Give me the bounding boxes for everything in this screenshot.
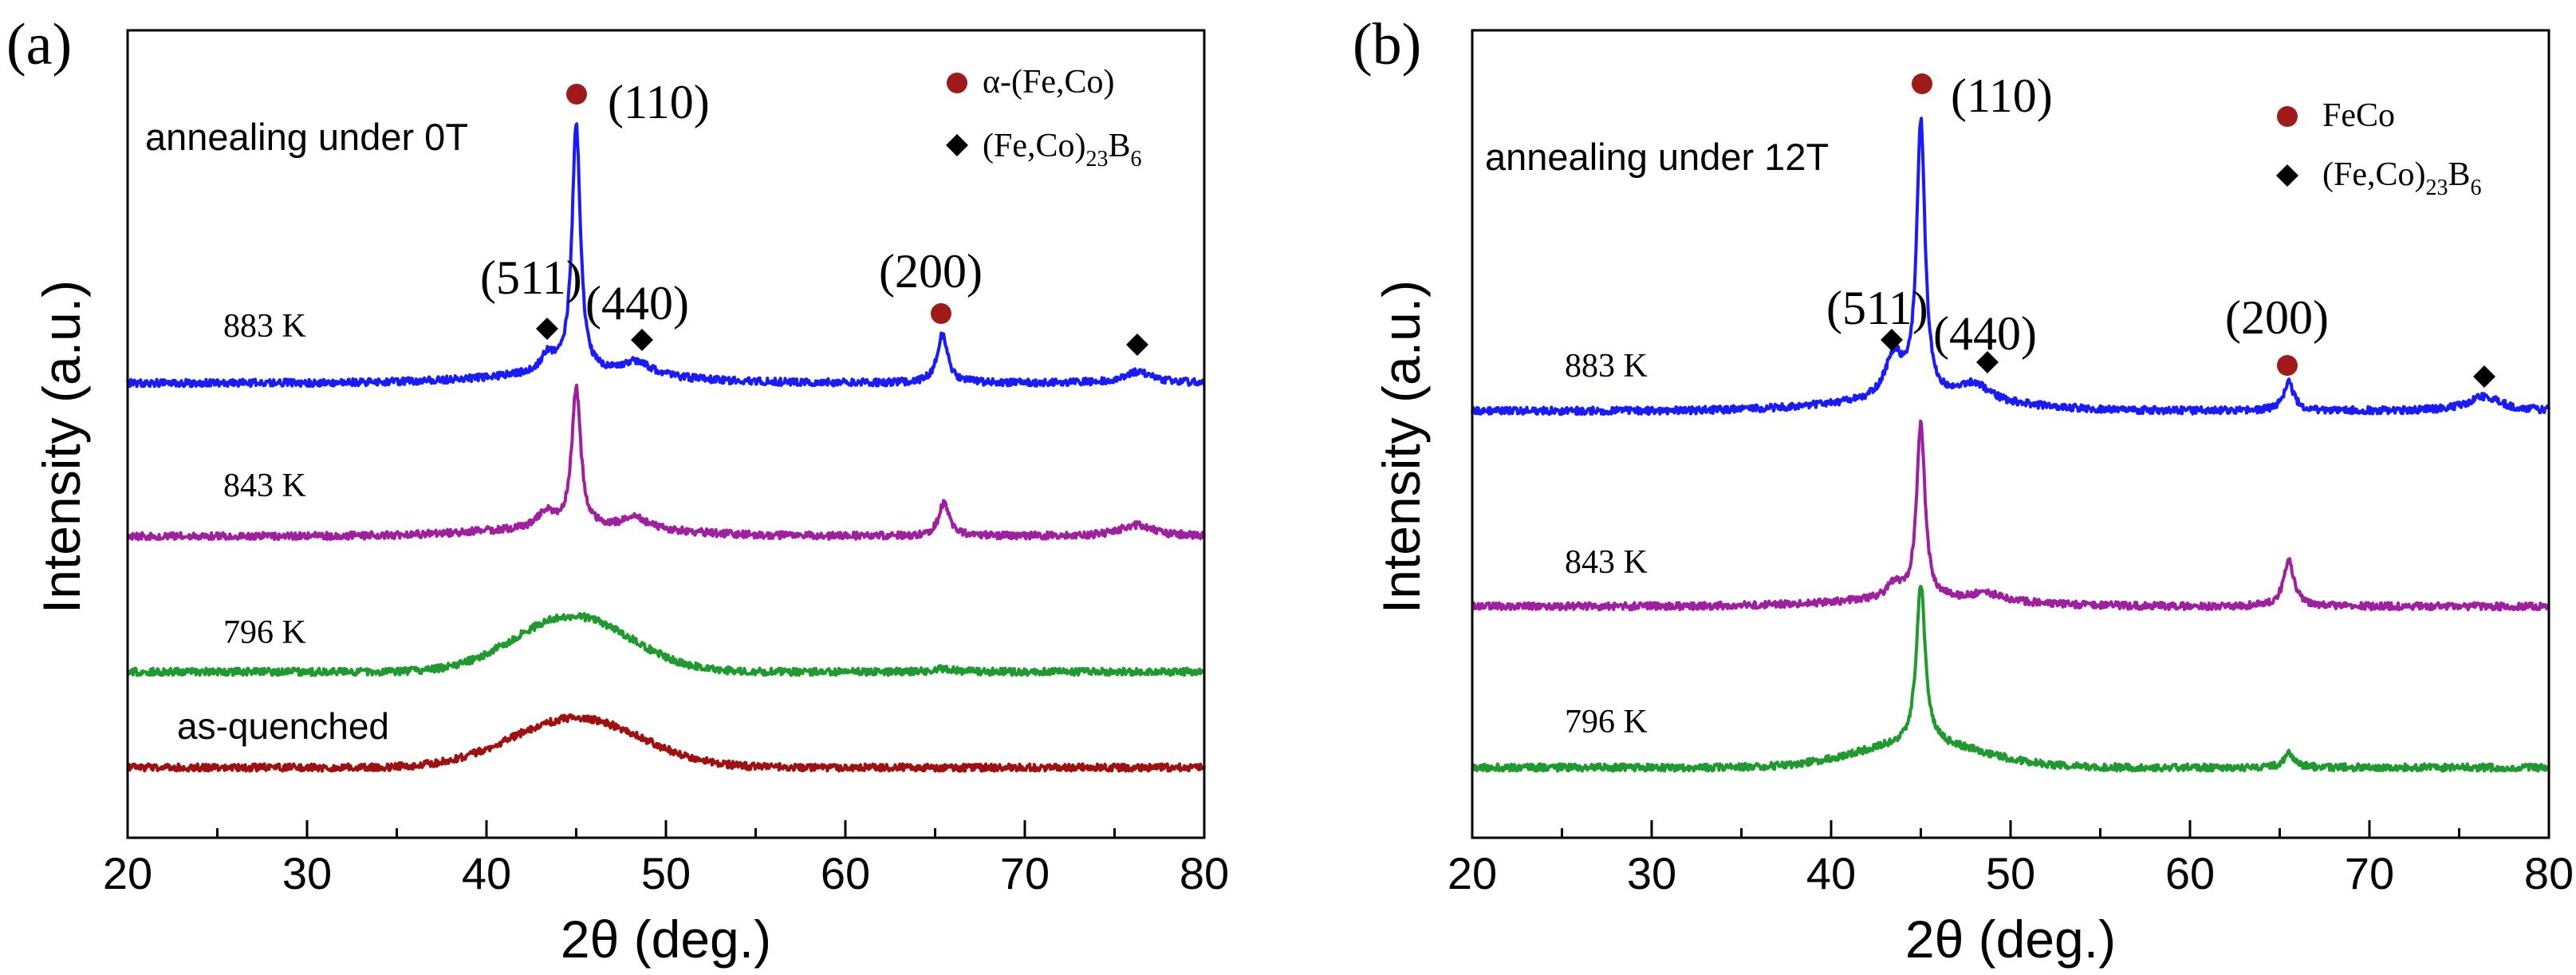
- panel-b-curve-label-883: 883 K: [1565, 348, 1648, 385]
- panel-a-legend-circle: [947, 73, 967, 93]
- panel-a-curve-label-843: 843 K: [223, 468, 306, 504]
- panel-b-xtick-label-40: 40: [1806, 848, 1856, 898]
- panel-a-marker-110: [566, 84, 587, 105]
- panel-a-letter: (a): [6, 12, 72, 77]
- panel-a-series-796-k: [126, 612, 1206, 677]
- panel-b-xlabel: 2θ (deg.): [1905, 910, 2116, 969]
- panel-b-marker-511: [1881, 329, 1903, 351]
- panel-a-peak-label-440: (440): [585, 277, 689, 330]
- panel-b-xtick-label-50: 50: [1986, 848, 2035, 898]
- panel-a-marker-200: [931, 303, 951, 324]
- panel-b-marker-fecob-76: [2473, 365, 2495, 388]
- panel-b-letter: (b): [1353, 12, 1421, 77]
- panel-a-legend-label-1: α-(Fe,Co): [983, 64, 1114, 101]
- panel-a-curve-label-883: 883 K: [223, 308, 306, 345]
- panel-b-peak-label-440: (440): [1933, 307, 2037, 360]
- panel-b-series-group: [1471, 116, 2550, 773]
- panel-a-ticks: 20 30 40 50 60 70 80: [103, 820, 1229, 898]
- panel-a-xtick-label-50: 50: [641, 848, 691, 898]
- panel-b-xtick-label-60: 60: [2165, 848, 2215, 898]
- panel-b-series-883-k: [1471, 116, 2550, 416]
- panel-a-series-as-quenched: [126, 713, 1206, 773]
- panel-b-peak-label-110: (110): [1951, 69, 2053, 122]
- panel-a-plot-frame: [126, 29, 1206, 839]
- panel-b-marker-440: [1976, 351, 1999, 373]
- panel-a-legend-label-2: (Fe,Co)23B6: [983, 128, 1142, 172]
- panel-b-legend-circle: [2277, 106, 2298, 127]
- panel-a-peak-label-200: (200): [879, 245, 983, 298]
- panel-b-plot-frame: [1471, 29, 2550, 839]
- panel-b-xtick-label-30: 30: [1627, 848, 1676, 898]
- panel-b: (b) Intensity (a.u.) 20 30 40 50 60 70 80 anne…: [1353, 12, 2574, 969]
- panel-b-legend-b: B: [2448, 156, 2471, 193]
- panel-a-series-843-k: [126, 383, 1206, 542]
- panel-a-legend-sub-6: 6: [1131, 147, 1142, 172]
- panel-a-peak-label-511: (511): [480, 251, 582, 304]
- panel-b-xtick-label-80: 80: [2524, 848, 2574, 898]
- panel-a: (a) Intensity (a.u.) 20 30 40 50 60 70 80 anne…: [6, 12, 1229, 969]
- panel-b-marker-110: [1912, 73, 1932, 94]
- panel-a-annotation: annealing under 0T: [145, 116, 468, 158]
- panel-b-legend-sub-23: 23: [2426, 176, 2448, 200]
- panel-a-xtick-label-20: 20: [103, 848, 152, 898]
- panel-a-series-group: [126, 122, 1206, 773]
- panel-b-legend-sub-6: 6: [2471, 176, 2482, 200]
- panel-a-xtick-label-30: 30: [282, 848, 332, 898]
- panel-b-legend-label-2: (Fe,Co)23B6: [2322, 156, 2482, 200]
- panel-b-curve-label-843: 843 K: [1565, 544, 1648, 581]
- panel-a-xlabel: 2θ (deg.): [561, 910, 771, 969]
- panel-a-marker-fecob-76: [1126, 334, 1148, 356]
- panel-b-ylabel: Intensity (a.u.): [1372, 280, 1431, 614]
- panel-a-curve-label-796: 796 K: [223, 614, 306, 651]
- panel-b-series-843-k: [1471, 419, 2550, 612]
- panel-b-peak-label-200: (200): [2225, 291, 2329, 344]
- panel-a-xtick-label-80: 80: [1180, 848, 1229, 898]
- panel-b-legend-diamond: [2276, 164, 2298, 187]
- panel-a-xtick-label-70: 70: [1000, 848, 1050, 898]
- panel-b-peak-label-511: (511): [1826, 282, 1928, 334]
- panel-b-xtick-label-20: 20: [1448, 848, 1497, 898]
- panel-b-legend-label-1: FeCo: [2322, 97, 2395, 134]
- panel-a-ylabel: Intensity (a.u.): [32, 280, 91, 614]
- panel-a-xtick-label-40: 40: [462, 848, 511, 898]
- panel-a-legend-sub-23: 23: [1086, 147, 1109, 172]
- panel-a-legend-diamond: [946, 134, 968, 156]
- panel-b-ticks: 20 30 40 50 60 70 80: [1448, 820, 2574, 898]
- panel-a-curve-label-asq: as-quenched: [177, 705, 389, 747]
- panel-b-series-796-k: [1471, 584, 2550, 773]
- panel-a-xtick-label-60: 60: [821, 848, 870, 898]
- panel-a-marker-511: [536, 318, 558, 340]
- panel-b-annotation: annealing under 12T: [1485, 136, 1829, 178]
- panel-a-peak-label-110: (110): [608, 76, 710, 128]
- panel-b-marker-200: [2277, 355, 2298, 376]
- panel-a-marker-440: [631, 329, 653, 351]
- panel-a-legend-b: B: [1109, 128, 1131, 164]
- panel-a-series-883-k: [126, 122, 1206, 389]
- panel-b-curve-label-796: 796 K: [1565, 704, 1648, 740]
- panel-b-xtick-label-70: 70: [2345, 848, 2394, 898]
